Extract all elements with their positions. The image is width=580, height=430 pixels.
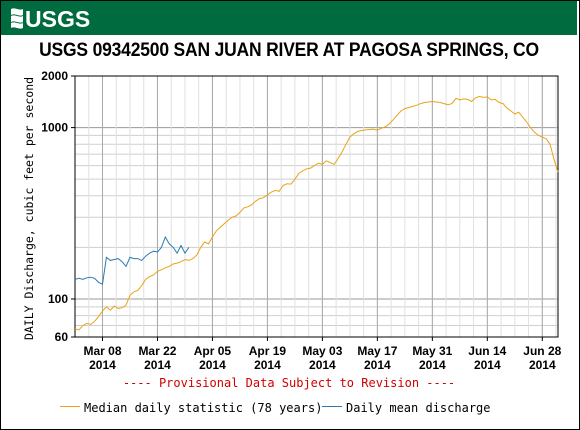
plot-border <box>74 75 559 338</box>
legend-median: Median daily statistic (78 years) <box>60 401 322 417</box>
x-tick-label: 2014 <box>474 358 501 372</box>
provisional-note: ---- Provisional Data Subject to Revisio… <box>122 376 456 390</box>
y-tick-label: 60 <box>55 330 69 344</box>
x-tick-label: May 17 <box>357 344 397 358</box>
x-tick-label: 2014 <box>199 358 226 372</box>
chart-title: USGS 09342500 SAN JUAN RIVER AT PAGOSA S… <box>39 40 539 61</box>
legend-swatch-daily-mean <box>322 406 342 407</box>
usgs-banner: USGS <box>1 1 577 35</box>
x-tick-label: Mar 08 <box>83 344 121 358</box>
legend-label-daily-mean: Daily mean discharge <box>346 401 491 415</box>
series-daily-mean-line <box>74 235 190 285</box>
legend-daily-mean: Daily mean discharge <box>322 401 491 417</box>
x-tick-label: May 03 <box>302 344 342 358</box>
x-tick-label: Jun 14 <box>468 344 506 358</box>
usgs-logo: USGS <box>11 6 90 31</box>
x-tick-label: 2014 <box>364 358 391 372</box>
x-tick-label: Jun 28 <box>523 344 561 358</box>
x-tick-label: 2014 <box>254 358 281 372</box>
legend-swatch-median <box>60 406 80 407</box>
legend-label-median: Median daily statistic (78 years) <box>84 401 323 415</box>
y-tick-label: 2000 <box>41 69 68 83</box>
x-tick-label: 2014 <box>89 358 116 372</box>
x-tick-label: Apr 05 <box>194 344 232 358</box>
svg-text:USGS: USGS <box>25 6 90 31</box>
x-tick-label: 2014 <box>144 358 171 372</box>
x-tick-label: 2014 <box>529 358 556 372</box>
x-tick-label: May 31 <box>412 344 452 358</box>
x-tick-label: 2014 <box>419 358 446 372</box>
series-median-line <box>74 95 559 331</box>
x-tick-label: Apr 19 <box>249 344 287 358</box>
y-tick-label: 1000 <box>41 121 68 135</box>
x-tick-label: Mar 22 <box>138 344 176 358</box>
y-axis-label: DAILY Discharge, cubic feet per second <box>22 77 36 340</box>
y-tick-label: 100 <box>48 292 68 306</box>
x-tick-label: 2014 <box>309 358 336 372</box>
